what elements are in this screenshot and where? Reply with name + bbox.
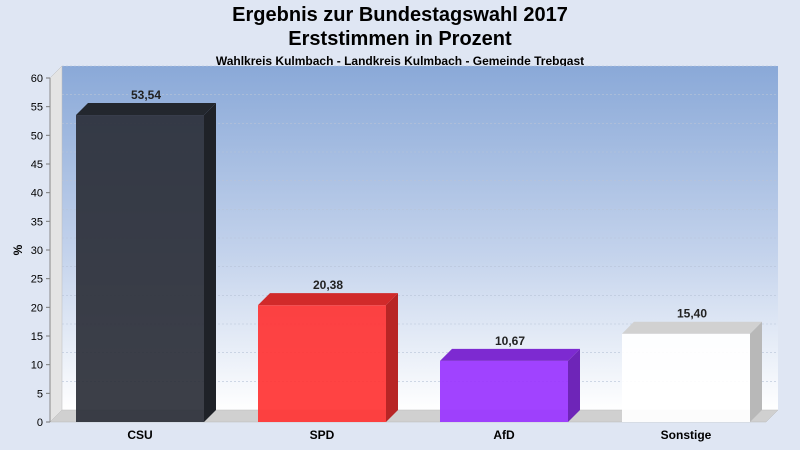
bar-csu-top <box>76 103 216 116</box>
bar-afd-top <box>440 348 580 361</box>
bar-sonstige-top <box>622 321 762 334</box>
data-label-csu: 53,54 <box>131 88 161 102</box>
y-tick-label: 10 <box>31 360 43 372</box>
x-tick-label-spd: SPD <box>310 428 335 442</box>
y-tick-label: 40 <box>31 188 43 200</box>
y-tick-label: 25 <box>31 274 43 286</box>
bar-spd-front <box>258 305 386 422</box>
y-axis-label: % <box>11 244 25 255</box>
y-tick-label: 15 <box>31 331 43 343</box>
bar-csu-front <box>76 115 204 423</box>
chart-caption: Wahlkreis Kulmbach - Landkreis Kulmbach … <box>215 54 585 68</box>
y-tick-label: 35 <box>31 216 43 228</box>
y-tick-label: 30 <box>31 245 43 257</box>
x-tick-label-csu: CSU <box>127 428 152 442</box>
y-tick-label: 5 <box>37 388 43 400</box>
bar-sonstige-side <box>750 321 762 422</box>
data-label-sonstige: 15,40 <box>677 307 707 321</box>
y-tick-label: 20 <box>31 302 43 314</box>
bar-spd-side <box>386 293 398 422</box>
bar-sonstige-front <box>622 333 750 422</box>
bar-spd-top <box>258 293 398 306</box>
y-tick-label: 50 <box>31 130 43 142</box>
bar-csu-side <box>204 103 216 423</box>
bar-afd-side <box>568 348 580 422</box>
x-tick-label-sonstige: Sonstige <box>661 428 712 442</box>
y-tick-label: 0 <box>37 417 43 429</box>
bar-afd-front <box>440 360 568 422</box>
data-label-afd: 10,67 <box>495 334 525 348</box>
data-label-spd: 20,38 <box>313 278 343 292</box>
chart-title: Ergebnis zur Bundestagswahl 2017 <box>232 4 568 26</box>
y-tick-label: 60 <box>31 73 43 85</box>
x-tick-label-afd: AfD <box>493 428 515 442</box>
plot-left-wall <box>49 65 63 423</box>
y-tick-label: 45 <box>31 159 43 171</box>
y-tick-label: 55 <box>31 102 43 114</box>
chart-subtitle: Erststimmen in Prozent <box>288 28 512 50</box>
